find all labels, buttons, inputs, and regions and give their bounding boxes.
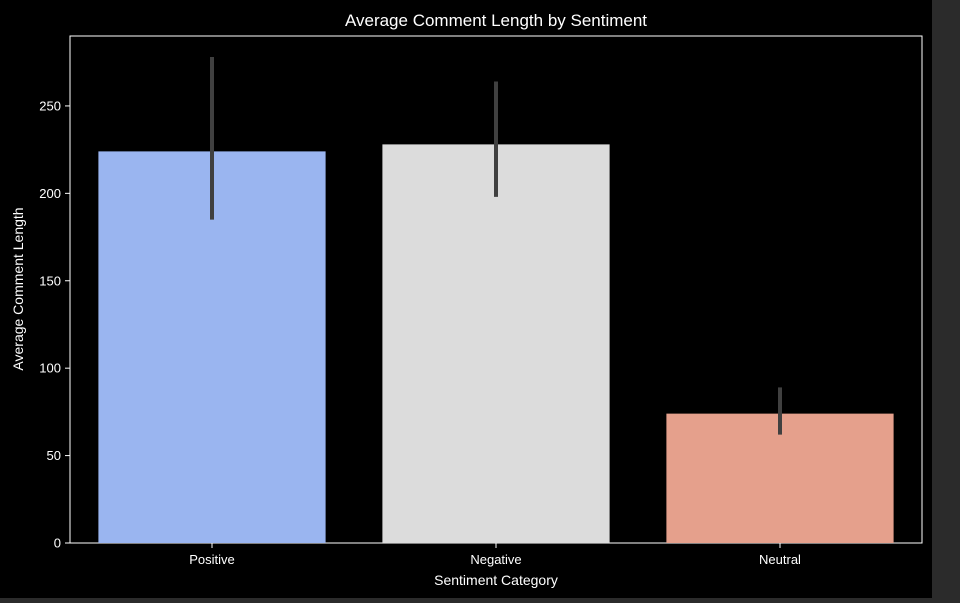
y-tick-label: 200 bbox=[39, 186, 61, 201]
x-tick-label: Negative bbox=[470, 552, 521, 567]
y-axis: 0 50 100 150 200 250 bbox=[39, 98, 70, 551]
bar-neutral bbox=[666, 413, 894, 543]
y-tick-label: 50 bbox=[47, 448, 61, 463]
y-tick-label: 250 bbox=[39, 98, 61, 113]
x-tick-label: Positive bbox=[189, 552, 235, 567]
bar-chart: Average Comment Length by Sentiment 0 50 1… bbox=[10, 11, 923, 588]
bars bbox=[98, 144, 894, 543]
y-tick-label: 0 bbox=[54, 536, 61, 551]
y-tick-label: 100 bbox=[39, 361, 61, 376]
x-axis-label: Sentiment Category bbox=[434, 572, 558, 588]
chart-figure: Average Comment Length by Sentiment 0 50 1… bbox=[0, 0, 932, 598]
x-axis: Positive Negative Neutral bbox=[189, 543, 801, 567]
error-bars bbox=[210, 56, 782, 435]
chart-title: Average Comment Length by Sentiment bbox=[345, 11, 647, 30]
bar-negative bbox=[382, 144, 610, 543]
y-axis-label: Average Comment Length bbox=[10, 207, 26, 370]
x-tick-label: Neutral bbox=[759, 552, 801, 567]
y-tick-label: 150 bbox=[39, 273, 61, 288]
